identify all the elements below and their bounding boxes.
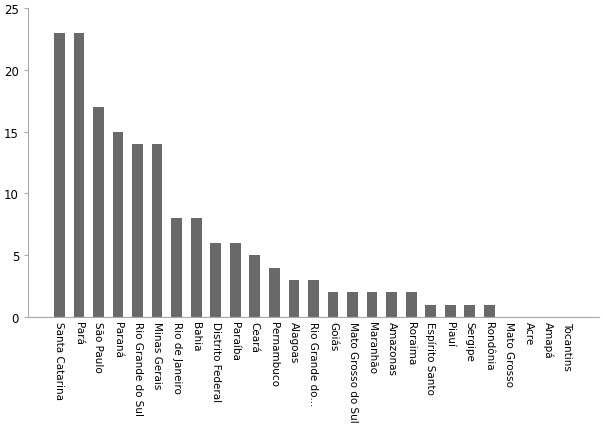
Bar — [93, 108, 104, 317]
Bar — [269, 268, 280, 317]
Bar — [327, 293, 338, 317]
Bar — [288, 280, 299, 317]
Bar — [210, 243, 221, 317]
Bar — [152, 145, 162, 317]
Bar — [347, 293, 358, 317]
Bar — [230, 243, 241, 317]
Bar — [425, 305, 436, 317]
Bar — [250, 256, 260, 317]
Bar — [464, 305, 475, 317]
Bar — [171, 219, 182, 317]
Bar — [406, 293, 417, 317]
Bar — [132, 145, 143, 317]
Bar — [191, 219, 201, 317]
Bar — [113, 132, 124, 317]
Bar — [54, 34, 65, 317]
Bar — [367, 293, 377, 317]
Bar — [484, 305, 494, 317]
Bar — [308, 280, 319, 317]
Bar — [74, 34, 84, 317]
Bar — [387, 293, 397, 317]
Bar — [445, 305, 456, 317]
